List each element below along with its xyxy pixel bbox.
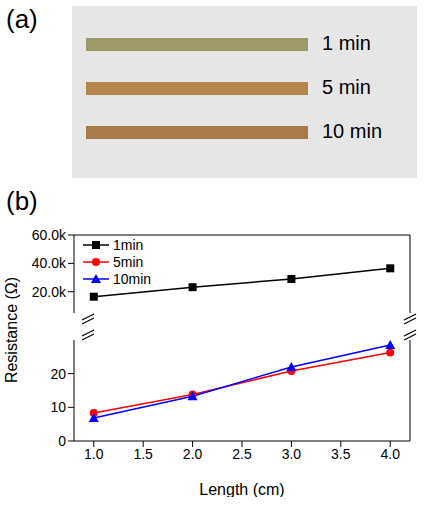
svg-text:1.5: 1.5 — [133, 446, 153, 462]
svg-text:10: 10 — [50, 399, 66, 415]
svg-text:4.0: 4.0 — [381, 446, 401, 462]
html-text:1min: 1min — [113, 236, 144, 253]
svg-text:20: 20 — [50, 366, 66, 382]
html-text:10 min: 10 min — [322, 120, 382, 142]
svg-text:2.5: 2.5 — [232, 446, 252, 462]
html-text:10min: 10min — [113, 270, 152, 287]
svg-text:Length (cm): Length (cm) — [199, 481, 284, 497]
html-text:(a): (a) — [6, 4, 38, 34]
html-text:1 min: 1 min — [322, 32, 371, 54]
svg-text:60.0k: 60.0k — [32, 227, 67, 243]
html-text:(b): (b) — [6, 186, 38, 216]
svg-text:0: 0 — [58, 433, 66, 449]
svg-text:3.5: 3.5 — [331, 446, 351, 462]
svg-text:1.0: 1.0 — [84, 446, 104, 462]
html-text:Resistance (Ω): Resistance (Ω) — [3, 276, 20, 384]
svg-text:40.0k: 40.0k — [32, 255, 67, 271]
svg-text:2.0: 2.0 — [183, 446, 203, 462]
html-text:5min: 5min — [113, 253, 144, 270]
html-text:5 min: 5 min — [322, 76, 371, 98]
svg-text:20.0k: 20.0k — [32, 284, 67, 300]
svg-text:3.0: 3.0 — [282, 446, 302, 462]
